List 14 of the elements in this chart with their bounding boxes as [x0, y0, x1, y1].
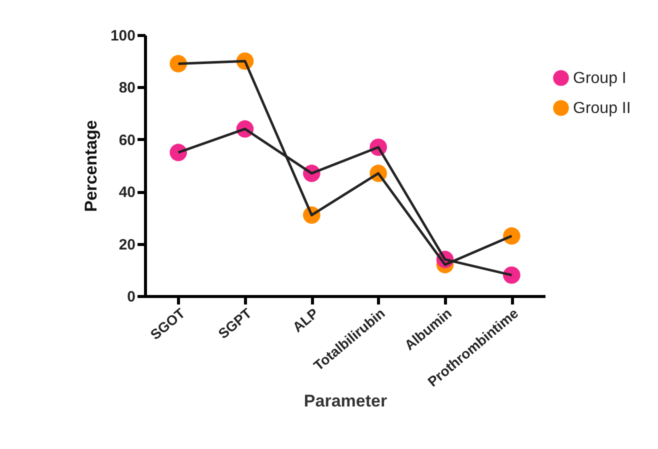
point — [170, 144, 187, 162]
y-tick-label: 100 — [110, 28, 136, 44]
y-tick-label: 20 — [118, 236, 136, 254]
point — [503, 227, 520, 245]
y-axis-title: Percentage — [81, 120, 100, 212]
y-tick-label: 60 — [118, 132, 136, 149]
x-axis-title: Parameter — [304, 392, 388, 411]
y-tick-label: 0 — [127, 288, 136, 306]
point — [503, 266, 520, 284]
y-tick-label: 40 — [118, 184, 136, 202]
point — [170, 55, 187, 72]
legend-label: Group I — [573, 70, 626, 87]
y-tick-label: 80 — [118, 80, 136, 97]
legend-label: Group II — [573, 100, 631, 117]
